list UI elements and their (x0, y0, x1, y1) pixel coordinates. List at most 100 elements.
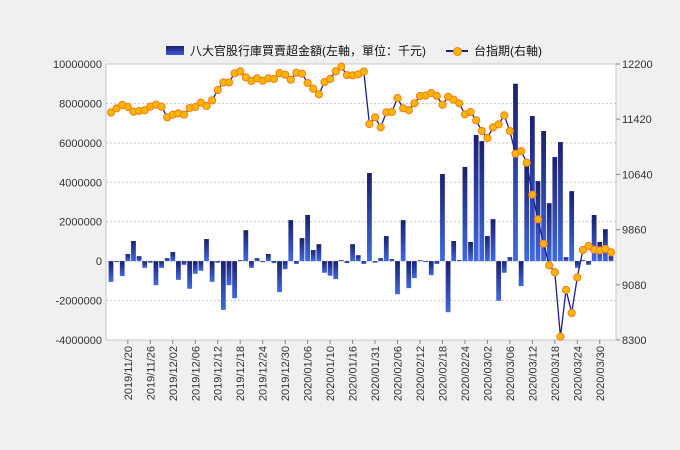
line-marker (449, 95, 458, 104)
bar (541, 131, 546, 262)
line-marker (337, 62, 346, 71)
x-axis-tick-label: 2020/03/30 (595, 346, 607, 401)
left-axis-tick-label: -4000000 (56, 335, 103, 347)
line-marker (224, 78, 234, 87)
x-axis-tick-label: 2020/03/24 (572, 346, 584, 401)
bar (546, 203, 552, 262)
x-axis-tick-label: 2020/01/16 (348, 346, 360, 401)
bar (372, 261, 378, 263)
bar (558, 142, 563, 262)
bar (350, 244, 355, 262)
line-marker (528, 190, 537, 199)
line-marker (606, 248, 616, 257)
right-axis-tick-label: 10640 (622, 169, 653, 181)
bar (445, 261, 451, 313)
left-axis-tick-label: 4000000 (59, 177, 102, 189)
line-marker (533, 215, 543, 224)
bar (518, 261, 524, 287)
line-marker (387, 107, 396, 117)
x-axis-tick-label: 2019/12/24 (258, 346, 270, 401)
bar (591, 215, 597, 262)
bar (333, 261, 339, 280)
bar (176, 261, 181, 280)
x-axis-tick-label: 2020/03/06 (505, 346, 517, 401)
bar (249, 261, 254, 268)
line-marker (494, 120, 503, 129)
bar (462, 166, 468, 262)
line-marker (472, 116, 481, 125)
bar (305, 215, 311, 262)
bar (574, 261, 580, 268)
bar (395, 261, 400, 295)
x-axis-tick-label: 2020/01/10 (325, 346, 337, 401)
line-marker (483, 133, 492, 143)
bar (473, 134, 479, 262)
bar (181, 261, 187, 265)
bar (378, 258, 384, 262)
line-marker (370, 113, 380, 122)
bar (153, 261, 159, 286)
line-marker (331, 67, 340, 76)
line-marker (191, 102, 200, 112)
x-axis-tick-label: 2019/12/06 (190, 346, 202, 401)
bar (479, 141, 485, 262)
line-marker (438, 100, 447, 109)
bar (277, 261, 282, 293)
bar (490, 219, 496, 262)
legend-line-label: 台指期(右軸) (474, 44, 542, 58)
bar (265, 254, 271, 262)
x-axis-tick-label: 2019/11/26 (145, 346, 157, 400)
line-marker (286, 75, 295, 84)
line-marker (410, 99, 419, 108)
line-marker (556, 332, 565, 341)
line-marker (539, 239, 548, 248)
line-marker (522, 158, 531, 167)
line-marker (106, 108, 116, 117)
line-marker (241, 73, 250, 82)
x-axis-tick-label: 2020/02/18 (437, 346, 449, 401)
line-marker (359, 67, 368, 76)
bar (192, 261, 198, 274)
right-axis-tick-label: 11420 (622, 114, 652, 126)
bar (198, 261, 204, 271)
x-axis-tick-label: 2019/12/18 (235, 346, 247, 401)
line-marker (455, 99, 464, 108)
line-marker (584, 241, 593, 251)
bar (507, 257, 513, 262)
line-marker (179, 110, 189, 119)
line-marker (545, 261, 554, 270)
x-axis-tick-label: 2019/12/02 (168, 346, 180, 401)
line-marker (326, 74, 335, 84)
line-marker (578, 245, 588, 255)
legend-bar-label: 八大官股行庫買賣超金額(左軸，單位：千元) (190, 44, 426, 58)
x-axis-tick-label: 2020/03/12 (527, 346, 539, 401)
bar (322, 261, 327, 273)
bar (187, 261, 193, 289)
left-axis-tick-label: 8000000 (59, 98, 102, 110)
line-marker (505, 126, 514, 136)
bar (204, 239, 209, 262)
bar (552, 157, 558, 262)
bar (367, 173, 372, 262)
line-marker (404, 106, 413, 115)
line-marker (573, 273, 582, 282)
bar (131, 241, 136, 262)
line-marker (208, 96, 217, 105)
bar (209, 261, 215, 282)
left-axis-tick-label: -2000000 (56, 296, 103, 308)
bar (434, 261, 440, 264)
bar (327, 261, 333, 276)
left-axis-tick-label: 2000000 (59, 217, 102, 229)
line-marker (140, 106, 149, 115)
line-marker (281, 70, 290, 79)
bar (456, 260, 462, 262)
bar (215, 261, 221, 263)
bar (344, 261, 350, 264)
line-marker (123, 102, 132, 112)
line-marker (550, 268, 559, 277)
line-marker (376, 123, 385, 132)
line-marker (213, 85, 222, 95)
right-axis-tick-label: 9080 (622, 280, 646, 292)
left-axis-tick-label: 0 (96, 256, 102, 268)
bar (496, 261, 502, 301)
